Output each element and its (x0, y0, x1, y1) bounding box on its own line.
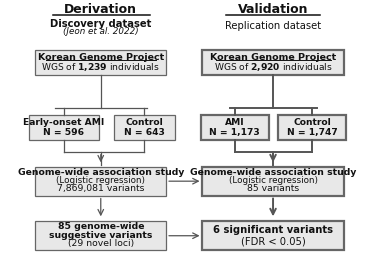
Text: N = 1,173: N = 1,173 (209, 128, 260, 137)
Text: suggestive variants: suggestive variants (49, 231, 153, 240)
Bar (202, 167, 344, 196)
Text: (Logistic regression): (Logistic regression) (228, 176, 318, 185)
Bar (29, 115, 99, 140)
Bar (202, 50, 344, 75)
Text: N = 596: N = 596 (43, 128, 84, 137)
Text: Korean Genome Project: Korean Genome Project (210, 53, 336, 62)
Text: Control: Control (294, 118, 331, 127)
Text: 7,869,081 variants: 7,869,081 variants (57, 184, 144, 193)
Bar (201, 115, 269, 140)
Text: Early-onset AMI: Early-onset AMI (23, 118, 105, 127)
Text: Korean Genome Project: Korean Genome Project (38, 53, 164, 62)
Text: N = 643: N = 643 (124, 128, 165, 137)
Bar (35, 50, 166, 75)
Text: 6 significant variants: 6 significant variants (213, 225, 333, 235)
Text: WGS of $\mathbf{2{,}920}$ individuals: WGS of $\mathbf{2{,}920}$ individuals (214, 61, 333, 73)
Text: AMI: AMI (225, 118, 244, 127)
Bar (114, 115, 175, 140)
Text: 85 genome-wide: 85 genome-wide (58, 222, 144, 231)
Bar (202, 221, 344, 250)
Text: (29 novel loci): (29 novel loci) (68, 239, 134, 249)
Text: 85 variants: 85 variants (247, 184, 299, 193)
Text: (Logistic regression): (Logistic regression) (56, 176, 145, 185)
Text: Control: Control (125, 118, 163, 127)
Text: (FDR < 0.05): (FDR < 0.05) (241, 237, 305, 247)
Text: Genome-wide association study: Genome-wide association study (190, 168, 356, 177)
Text: Validation: Validation (238, 3, 308, 16)
Text: Discovery dataset: Discovery dataset (50, 19, 151, 29)
Text: (Jeon et al. 2022): (Jeon et al. 2022) (63, 27, 139, 35)
Bar (279, 115, 346, 140)
Bar (35, 221, 166, 250)
Text: Genome-wide association study: Genome-wide association study (17, 168, 184, 177)
Bar (35, 167, 166, 196)
Text: N = 1,747: N = 1,747 (287, 128, 338, 137)
Text: Replication dataset: Replication dataset (225, 21, 321, 31)
Text: WGS of $\mathbf{1{,}239}$ individuals: WGS of $\mathbf{1{,}239}$ individuals (41, 61, 160, 73)
Text: Derivation: Derivation (64, 3, 137, 16)
